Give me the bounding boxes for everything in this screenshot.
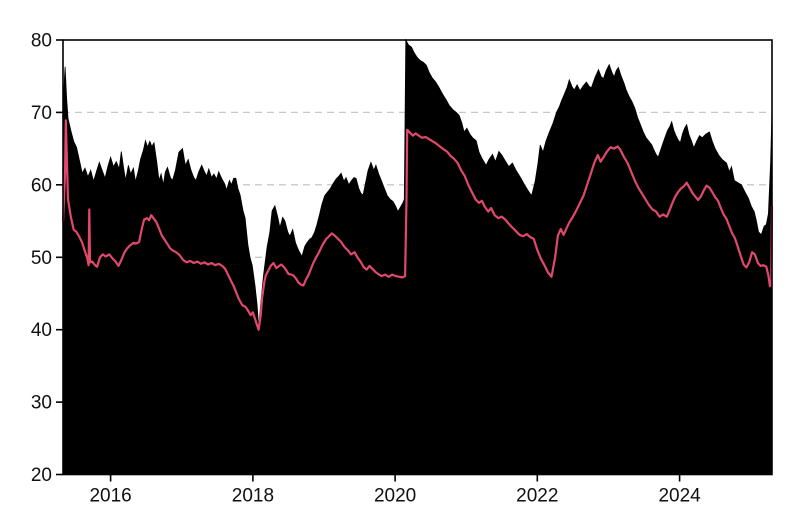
y-tick-label: 70 <box>31 103 52 124</box>
y-tick-label: 60 <box>31 175 52 196</box>
x-tick-label: 2016 <box>89 486 131 507</box>
y-tick-label: 20 <box>31 465 52 486</box>
y-tick-label: 50 <box>31 248 52 269</box>
y-tick-label: 80 <box>31 31 52 52</box>
x-tick-label: 2024 <box>658 486 701 507</box>
red-line-series <box>61 119 774 331</box>
x-tick-label: 2020 <box>374 486 416 507</box>
x-tick-label: 2018 <box>232 486 274 507</box>
black-area-series <box>62 38 773 475</box>
y-tick-label: 40 <box>31 320 52 341</box>
x-tick-label: 2022 <box>516 486 558 507</box>
y-tick-label: 30 <box>31 393 52 414</box>
